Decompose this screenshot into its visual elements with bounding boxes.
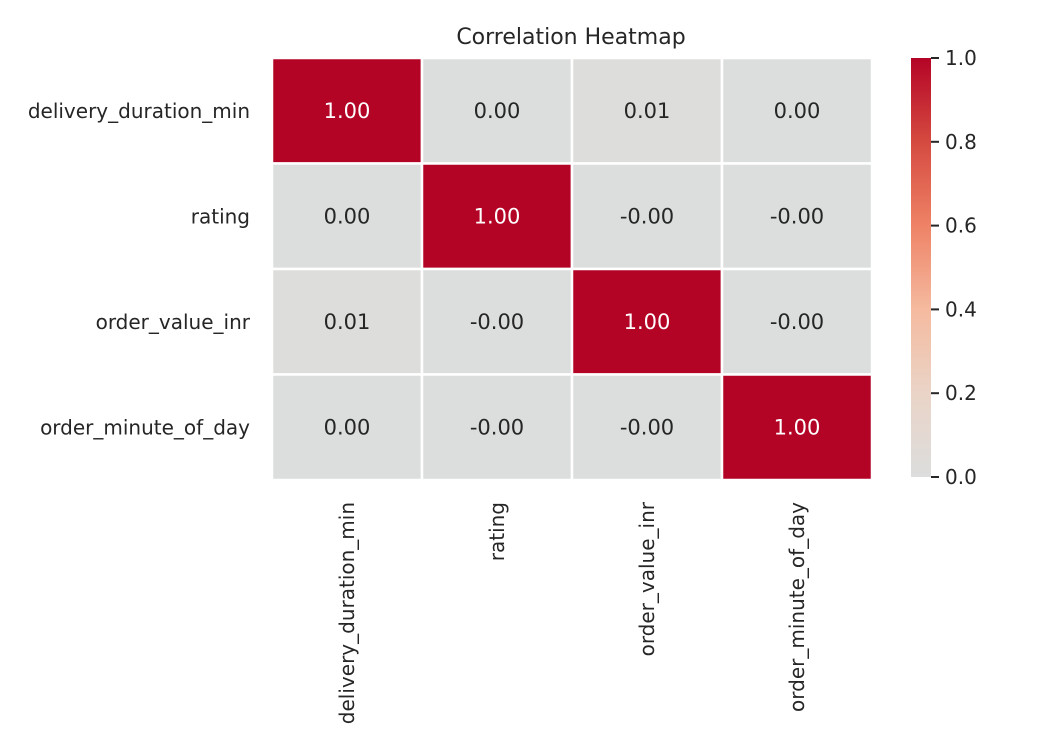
heatmap-cell	[270, 56, 424, 165]
heatmap-cell	[420, 56, 574, 165]
colorbar-gradient	[911, 58, 931, 477]
y-tick-label: delivery_duration_min	[28, 99, 250, 123]
heatmap-cell	[720, 56, 874, 165]
heatmap-cell	[420, 373, 574, 482]
heatmap-cell	[720, 162, 874, 271]
y-tick-label: order_value_inr	[96, 310, 251, 334]
cell-value-label: -0.00	[620, 415, 674, 439]
cell-value-label: 0.00	[774, 99, 821, 123]
cell-value-label: 0.00	[324, 204, 371, 228]
heatmap-cell	[420, 162, 574, 271]
cell-value-label: -0.00	[770, 310, 824, 334]
cell-value-label: 1.00	[774, 415, 821, 439]
x-tick-label: order_value_inr	[635, 501, 659, 656]
colorbar-tick-label: 0.2	[945, 381, 977, 405]
colorbar-tick-label: 0.0	[945, 465, 977, 489]
cell-value-label: -0.00	[620, 204, 674, 228]
y-tick-label: order_minute_of_day	[40, 415, 250, 439]
heatmap-cell	[570, 56, 724, 165]
colorbar-tick-label: 0.4	[945, 297, 977, 321]
y-tick-label: rating	[191, 204, 250, 228]
x-axis-labels: delivery_duration_min rating order_value_i…	[335, 501, 809, 724]
cell-value-label: 0.01	[624, 99, 671, 123]
x-tick-label: delivery_duration_min	[335, 502, 359, 724]
cell-value-label: 0.00	[324, 415, 371, 439]
colorbar: 0.0 0.2 0.4 0.6 0.8 1.0	[911, 46, 977, 489]
colorbar-tick-label: 0.8	[945, 130, 977, 154]
cell-value-label: 0.00	[474, 99, 521, 123]
chart-title: Correlation Heatmap	[456, 25, 685, 50]
colorbar-tick-label: 1.0	[945, 46, 977, 70]
heatmap-cells: 1.00 0.00 0.01 0.00 0.00 1.00 -0.00 -0.00 0.01 -0…	[270, 56, 874, 482]
cell-value-label: -0.00	[770, 204, 824, 228]
x-tick-label: order_minute_of_day	[785, 502, 809, 712]
colorbar-tick-label: 0.6	[945, 214, 977, 238]
heatmap-cell	[720, 267, 874, 376]
x-tick-label: rating	[485, 502, 509, 561]
heatmap-cell	[270, 373, 424, 482]
cell-value-label: -0.00	[470, 310, 524, 334]
heatmap-cell	[720, 373, 874, 482]
cell-value-label: 0.01	[324, 310, 371, 334]
cell-value-label: 1.00	[324, 99, 371, 123]
cell-value-label: 1.00	[474, 204, 521, 228]
heatmap-cell	[420, 267, 574, 376]
cell-value-label: -0.00	[470, 415, 524, 439]
cell-value-label: 1.00	[624, 310, 671, 334]
